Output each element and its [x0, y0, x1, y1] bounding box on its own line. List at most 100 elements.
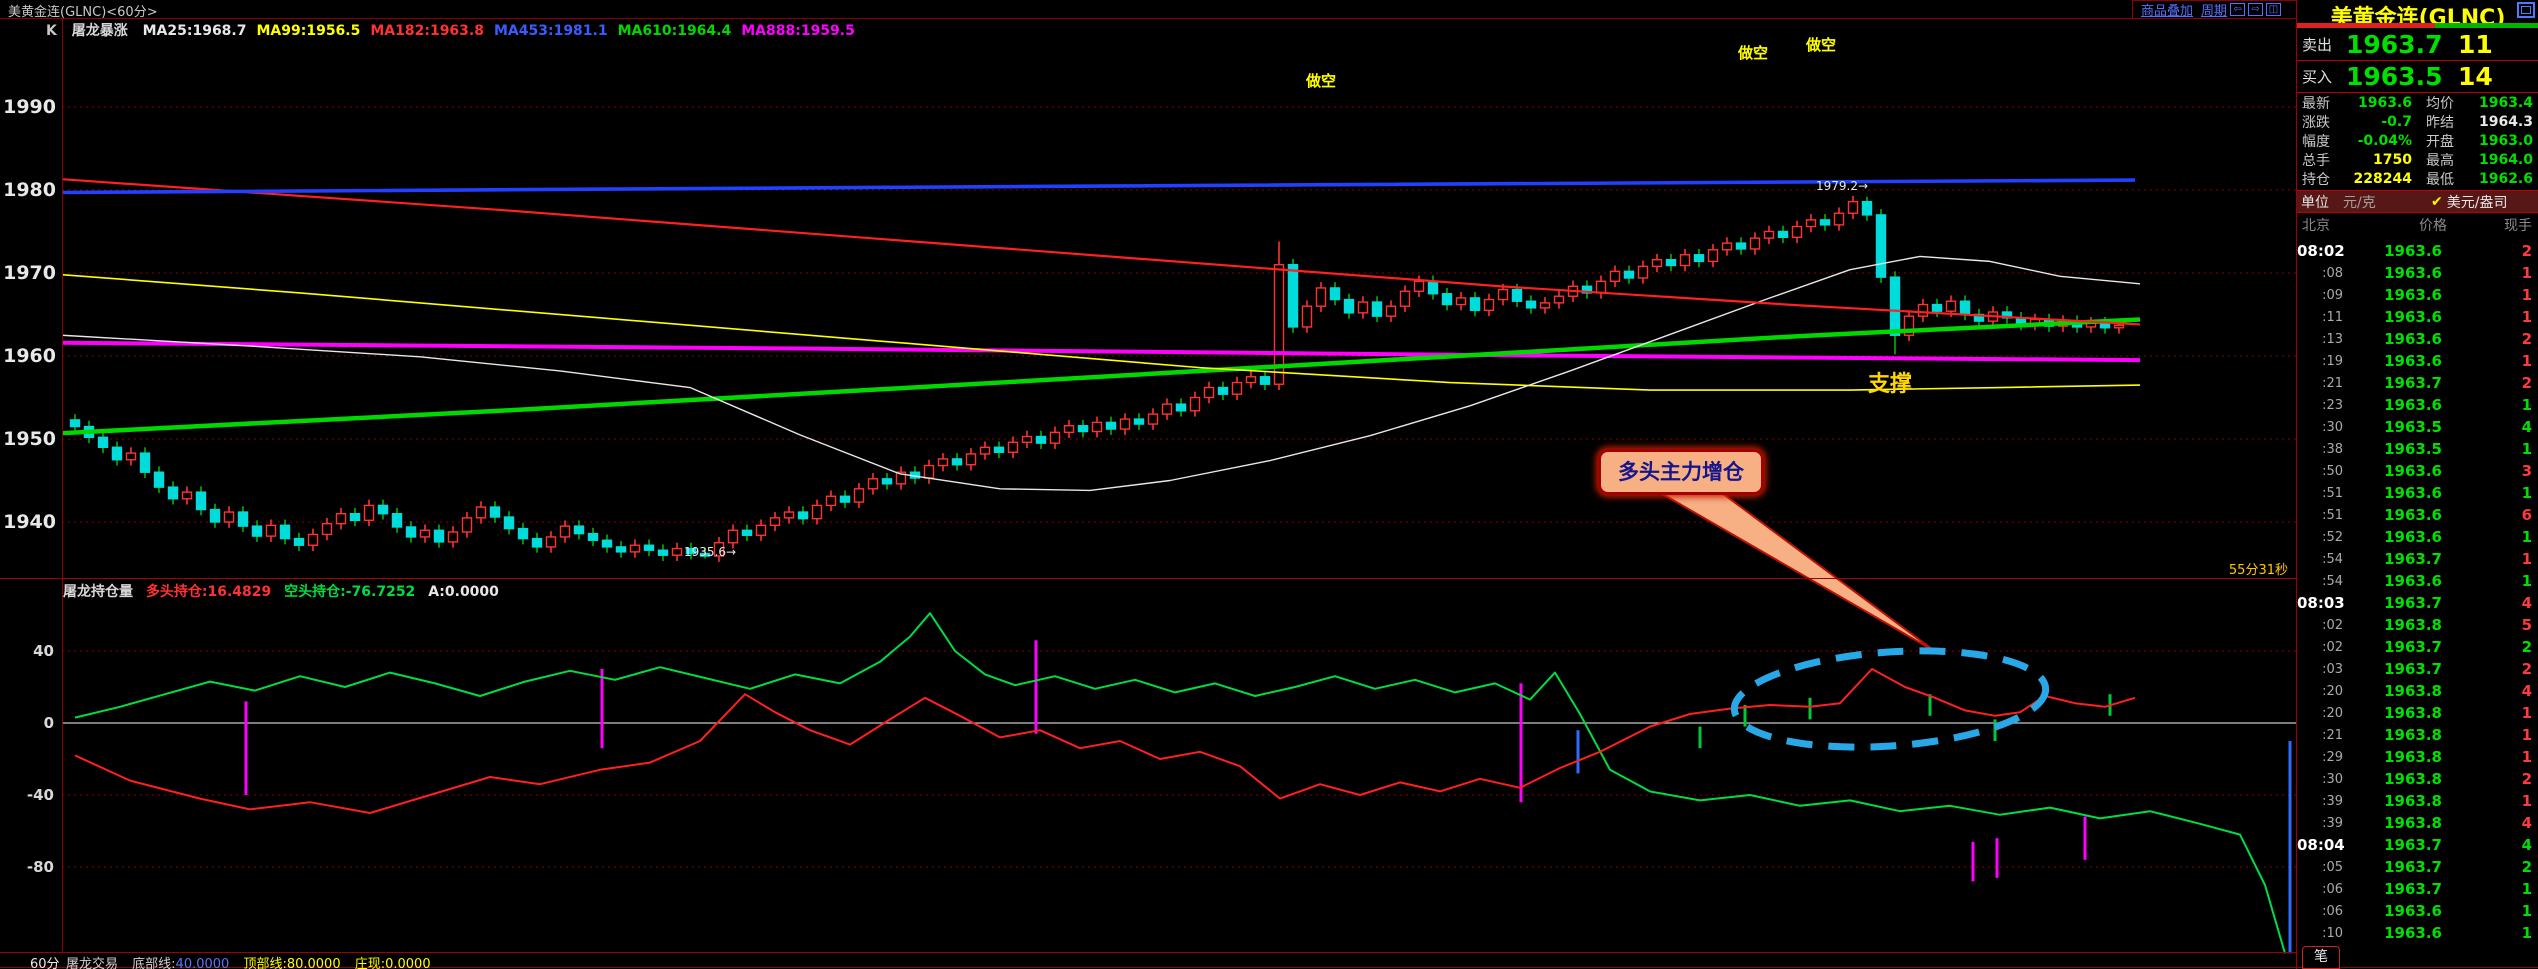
right-arrow-icon[interactable]: ⇨: [2248, 3, 2264, 16]
separator: [2297, 92, 2538, 93]
tick-row: :21 1963.7 2: [2322, 374, 2532, 392]
sell-row: 卖出 1963.7 11: [2297, 29, 2538, 60]
tick-columns-header: 北京 价格 现手: [2297, 215, 2538, 235]
unit-usd-oz[interactable]: 美元/盎司: [2446, 194, 2508, 211]
sell-price: 1963.7: [2346, 30, 2443, 59]
price-axis-label: 1960: [3, 345, 56, 367]
tick-row: :39 1963.8 1: [2322, 792, 2532, 810]
tick-row: :20 1963.8 1: [2322, 704, 2532, 722]
buy-row: 买入 1963.5 14: [2297, 61, 2538, 92]
indicator-axis-label: 40: [33, 642, 54, 660]
price-axis-label: 1980: [3, 179, 56, 201]
tick-row: :23 1963.6 1: [2322, 396, 2532, 414]
tick-row: :52 1963.6 1: [2322, 528, 2532, 546]
bottom-divider: [0, 952, 2296, 953]
tick-row: :13 1963.6 2: [2322, 330, 2532, 348]
support-annotation: 支撑: [1868, 371, 1913, 397]
unit-label: 单位: [2301, 194, 2329, 211]
tick-row: :54 1963.6 1: [2322, 572, 2532, 590]
short-position-value: 空头持仓:-76.7252: [284, 584, 416, 600]
study-name: 屠龙暴涨: [71, 23, 128, 39]
tick-row: 08:02 1963.6 2: [2297, 242, 2532, 260]
ma-value: MA25:1968.7: [142, 23, 247, 39]
separator: [2297, 60, 2538, 61]
indicator-axis-label: -80: [26, 858, 54, 876]
tick-row: :51 1963.6 1: [2322, 484, 2532, 502]
banker-line-value: 庄现:0.0000: [354, 957, 431, 969]
tick-row: 08:04 1963.7 4: [2297, 836, 2532, 854]
short-sell-annotation-2: 做空: [1738, 44, 1769, 62]
tick-row: :29 1963.8 1: [2322, 748, 2532, 766]
bar-countdown: 55分31秒: [2228, 563, 2288, 578]
sell-strength: [2297, 23, 2435, 28]
tick-row: :30 1963.5 4: [2322, 418, 2532, 436]
low-price-tag: 1935.6→: [684, 545, 737, 559]
period-tab-60min[interactable]: 60分: [30, 957, 60, 969]
tick-row: :50 1963.6 3: [2322, 462, 2532, 480]
bottom-bar: 60分 屠龙交易 底部线:40.0000 顶部线:80.0000 庄现:0.00…: [0, 952, 2296, 969]
unit-row: 单位 元/克 ✔ 美元/盎司: [2297, 190, 2538, 213]
tick-row: :11 1963.6 1: [2322, 308, 2532, 326]
buy-label: 买入: [2302, 68, 2333, 86]
indicator-axis-label: -40: [26, 786, 54, 804]
indicator-title: 屠龙持仓量: [63, 584, 133, 600]
period-link[interactable]: 周期: [2201, 4, 2228, 19]
price-axis-label: 1950: [3, 428, 56, 450]
long-position-value: 多头持仓:16.4829: [145, 584, 272, 600]
chart-toolbar: 商品叠加 周期 ⇦ ⇨ ◫: [2132, 0, 2297, 19]
indicator-axis-label: 0: [43, 714, 54, 732]
tick-row: :02 1963.7 2: [2322, 638, 2532, 656]
restore-window-icon[interactable]: [2517, 2, 2535, 18]
col-beijing: 北京: [2302, 218, 2330, 234]
long-position-callout: 多头主力增仓: [1598, 449, 1764, 495]
pen-tab[interactable]: 笔: [2302, 946, 2340, 969]
kline-label: K: [46, 23, 57, 39]
quote-info-row: 持仓 228244 最低 1962.6: [2302, 170, 2533, 188]
unit-yuan-gram[interactable]: 元/克: [2343, 194, 2376, 211]
tick-list: 08:02 1963.6 2:08 1963.6 1:09 1963.6 1:11 1963.…: [2297, 240, 2538, 944]
tick-row: :39 1963.8 4: [2322, 814, 2532, 832]
top-line-value: 顶部线:80.0000: [243, 957, 341, 969]
tick-row: 08:03 1963.7 4: [2297, 594, 2532, 612]
tick-row: :10 1963.6 1: [2322, 924, 2532, 942]
bottom-line-label: 底部线:: [132, 957, 176, 969]
sell-lots: 11: [2458, 30, 2493, 59]
buy-lots: 14: [2458, 62, 2493, 91]
overlay-link[interactable]: 商品叠加: [2141, 4, 2194, 19]
split-window-icon[interactable]: ◫: [2266, 3, 2282, 16]
tick-row: :38 1963.5 1: [2322, 440, 2532, 458]
bottom-line-value: 40.0000: [175, 957, 230, 969]
tick-row: :03 1963.7 2: [2322, 660, 2532, 678]
col-lots: 现手: [2504, 218, 2532, 234]
left-arrow-icon[interactable]: ⇦: [2230, 3, 2246, 16]
tick-row: :21 1963.8 1: [2322, 726, 2532, 744]
tick-row: :20 1963.8 4: [2322, 682, 2532, 700]
quote-panel: 美黄金连(GLNC) 卖出 1963.7 11 买入 1963.5 14 最新 1…: [2296, 0, 2538, 969]
trade-study-labels: 屠龙交易 底部线:40.0000 顶部线:80.0000 庄现:0.0000: [66, 953, 441, 969]
bottom-edge: [0, 967, 2538, 968]
a-value: A:0.0000: [428, 584, 499, 600]
quote-info-row: 涨跌 -0.7 昨结 1964.3: [2302, 113, 2533, 131]
checkmark-icon[interactable]: ✔: [2431, 193, 2443, 210]
sell-label: 卖出: [2302, 36, 2333, 54]
main-chart-header: K 屠龙暴涨 MA25:1968.7 MA99:1956.5 MA182:1963.…: [46, 20, 875, 40]
panel-divider: [0, 578, 2296, 579]
quote-info-row: 幅度 -0.04% 开盘 1963.0: [2302, 132, 2533, 150]
quote-info-row: 总手 1750 最高 1964.0: [2302, 151, 2533, 169]
price-axis-label: 1970: [3, 262, 56, 284]
tick-row: :06 1963.7 1: [2322, 880, 2532, 898]
buy-strength: [2434, 23, 2538, 28]
tick-row: :54 1963.7 1: [2322, 550, 2532, 568]
tick-row: :06 1963.6 1: [2322, 902, 2532, 920]
price-axis-label: 1940: [3, 511, 56, 533]
buy-price: 1963.5: [2346, 62, 2443, 91]
trade-study-name: 屠龙交易: [66, 957, 119, 969]
ma-labels: MA25:1968.7 MA99:1956.5 MA182:1963.8 MA453:…: [143, 23, 865, 39]
quote-info-rows: 最新 1963.6 均价 1963.4 涨跌 -0.7 昨结 1964.3 幅度 -0.04% 开盘…: [2297, 93, 2538, 188]
tick-row: :05 1963.7 2: [2322, 858, 2532, 876]
ma-value: MA453:1981.1: [493, 23, 608, 39]
window-title: 美黄金连(GLNC)<60分>: [8, 5, 158, 20]
high-price-tag: 1979.2→: [1816, 179, 1869, 193]
